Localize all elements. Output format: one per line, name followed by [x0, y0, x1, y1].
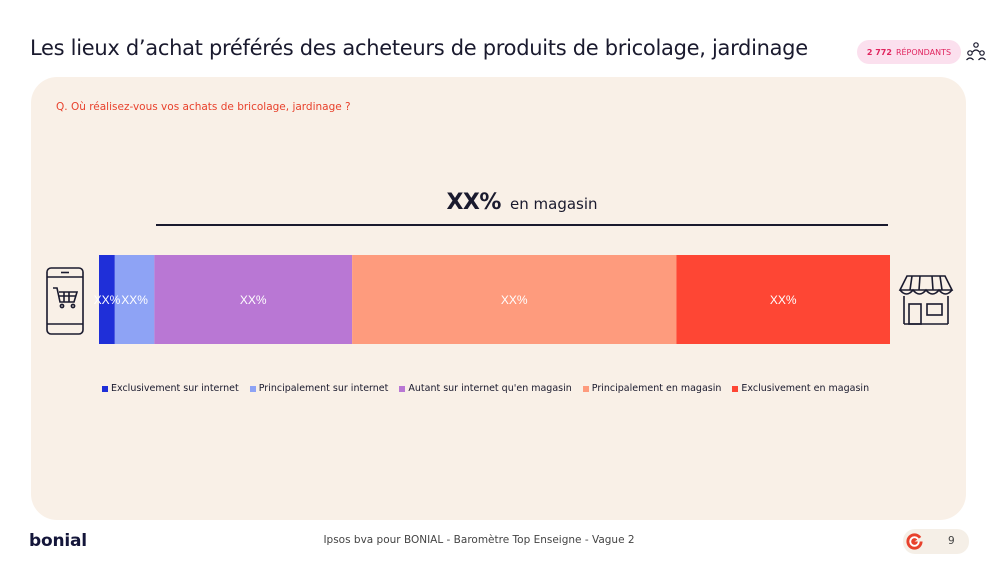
- respondents-badge: 2 772 RÉPONDANTS: [857, 40, 961, 64]
- in-store-value: XX%: [446, 190, 501, 215]
- bar-data-label-4: XX%: [501, 293, 528, 307]
- storefront-icon: [898, 275, 954, 325]
- legend-swatch: [399, 385, 406, 392]
- page-title: Les lieux d’achat préférés des acheteurs…: [30, 36, 808, 60]
- bar-segment-3: [154, 255, 353, 344]
- legend-item-2: Principalement sur internet: [249, 383, 389, 394]
- legend-item-3: Autant sur internet qu'en magasin: [399, 383, 572, 394]
- bar-segment-4: [352, 255, 677, 344]
- bar-data-label-1: XX%: [94, 293, 121, 307]
- legend-label: Exclusivement en magasin: [741, 383, 870, 394]
- legend-swatch: [732, 385, 739, 392]
- question-text: Q. Où réalisez-vous vos achats de bricol…: [56, 101, 351, 113]
- bar-segment-1: [99, 255, 115, 344]
- bar-data-label-3: XX%: [240, 293, 267, 307]
- ipsos-logo-icon: [906, 533, 924, 550]
- legend-swatch: [582, 385, 589, 392]
- respondents-label: RÉPONDANTS: [895, 47, 952, 57]
- legend-label: Exclusivement sur internet: [111, 383, 239, 394]
- respondents-count: 2 772: [866, 47, 892, 57]
- people-icon: [966, 42, 986, 61]
- in-store-summary: XX% en magasin: [156, 190, 888, 228]
- smartphone-cart-icon: [46, 267, 84, 335]
- legend-swatch: [102, 385, 108, 392]
- bar-segment-2: [114, 255, 155, 344]
- legend-item-5: Exclusivement en magasin: [732, 383, 869, 394]
- in-store-bracket-line: [156, 224, 888, 226]
- page-number: 9: [948, 535, 955, 547]
- legend-item-1: Exclusivement sur internet: [102, 383, 239, 394]
- legend-item-4: Principalement en magasin: [582, 383, 722, 394]
- footer-source: Ipsos bva pour BONIAL - Baromètre Top En…: [323, 534, 635, 546]
- legend-label: Autant sur internet qu'en magasin: [408, 383, 572, 394]
- bar-data-label-2: XX%: [121, 293, 148, 307]
- in-store-text: en magasin: [510, 195, 598, 213]
- bonial-logo: bonial: [29, 531, 87, 551]
- chart-legend: Exclusivement sur internet Principalement…: [102, 383, 880, 394]
- legend-label: Principalement en magasin: [591, 383, 722, 394]
- legend-label: Principalement sur internet: [258, 383, 389, 394]
- legend-swatch: [249, 385, 256, 392]
- bar-segment-5: [676, 255, 890, 344]
- bar-data-label-5: XX%: [770, 293, 797, 307]
